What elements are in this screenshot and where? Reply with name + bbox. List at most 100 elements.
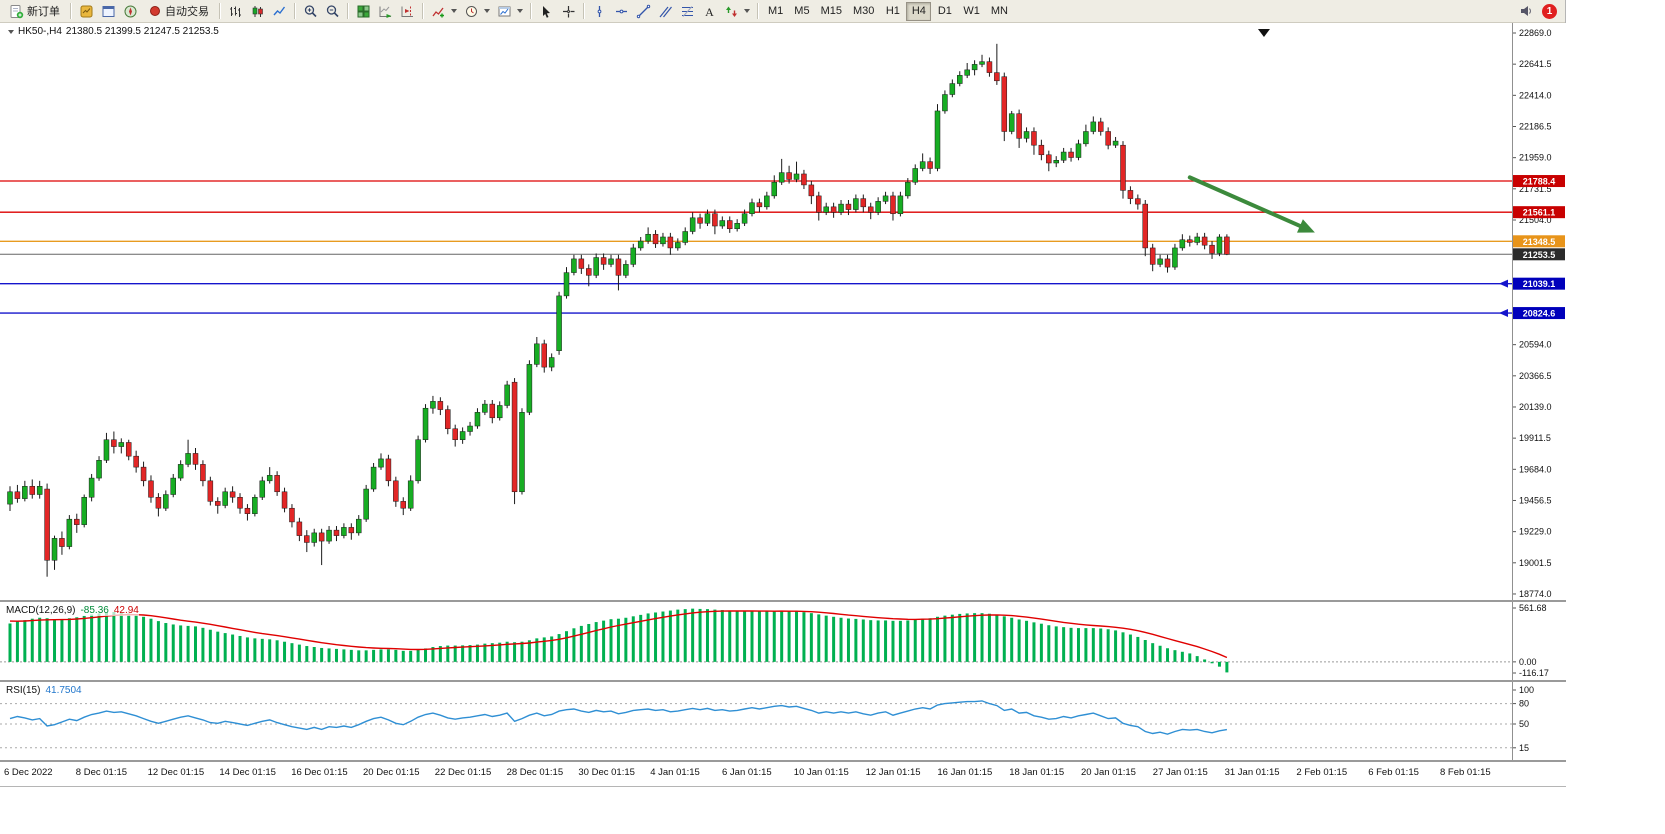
timeframe-mn-button[interactable]: MN xyxy=(986,2,1013,21)
svg-text:22641.5: 22641.5 xyxy=(1519,59,1552,69)
svg-text:20594.0: 20594.0 xyxy=(1519,340,1552,350)
timeframe-w1-button[interactable]: W1 xyxy=(958,2,985,21)
horizontal-line-icon xyxy=(616,9,627,13)
crosshair-button[interactable] xyxy=(558,1,579,21)
timeframe-h4-button[interactable]: H4 xyxy=(906,1,932,21)
speaker-icon[interactable] xyxy=(1519,3,1535,19)
svg-text:21253.5: 21253.5 xyxy=(1523,250,1556,260)
time-axis-label: 2 Feb 01:15 xyxy=(1296,767,1348,778)
chart-ohlc-values: 21380.5 21399.5 21247.5 21253.5 xyxy=(65,26,219,37)
panel-splitter[interactable] xyxy=(0,600,1566,602)
time-axis-label: 30 Dec 01:15 xyxy=(578,767,635,778)
dropdown-caret xyxy=(484,9,490,13)
svg-text:50: 50 xyxy=(1519,719,1529,729)
tile-windows-icon xyxy=(357,5,370,17)
price-scale-column[interactable]: 22869.0 22641.5 22414.0 22186.5 21959.0 21731… xyxy=(1512,23,1566,786)
zoom-in-button[interactable] xyxy=(300,1,321,21)
chart-symbol-timeframe: HK50-,H4 xyxy=(18,26,62,37)
panel-splitter[interactable] xyxy=(0,760,1566,762)
zoom-out-button[interactable] xyxy=(322,1,343,21)
new-order-button[interactable]: 新订单 xyxy=(3,1,66,21)
svg-text:561.68: 561.68 xyxy=(1519,603,1547,613)
time-axis[interactable]: 6 Dec 2022 8 Dec 01:15 12 Dec 01:15 14 Dec … xyxy=(0,762,1565,786)
time-axis-label: 12 Jan 01:15 xyxy=(865,767,921,778)
template-button[interactable] xyxy=(494,1,526,21)
time-axis-label: 8 Feb 01:15 xyxy=(1440,767,1491,778)
timeframe-m1-button[interactable]: M1 xyxy=(763,2,788,21)
text-icon: A xyxy=(705,5,714,19)
macd-panel[interactable]: MACD(12,26,9) -85.36 42.94 xyxy=(0,602,1512,680)
trendline-tool-button[interactable] xyxy=(633,1,654,21)
data-window-button[interactable] xyxy=(98,1,119,21)
price-chart-panel[interactable]: HK50-,H4 21380.5 21399.5 21247.5 21253.5 xyxy=(0,23,1512,600)
market-watch-button[interactable] xyxy=(76,1,97,21)
symbol-dropdown-caret[interactable] xyxy=(8,29,14,34)
rsi-scale[interactable]: 100 80 50 15 xyxy=(1513,682,1566,760)
line-chart-icon xyxy=(273,6,286,15)
candlestick-plot[interactable] xyxy=(0,23,1512,600)
tile-windows-button[interactable] xyxy=(353,1,374,21)
auto-scroll-button[interactable] xyxy=(375,1,396,21)
time-axis-label: 6 Jan 01:15 xyxy=(722,767,772,778)
template-icon xyxy=(498,6,511,16)
navigator-icon xyxy=(124,5,137,17)
toolbar-separator xyxy=(347,3,349,19)
periods-button[interactable] xyxy=(461,1,493,21)
svg-text:15: 15 xyxy=(1519,743,1529,753)
macd-plot[interactable] xyxy=(0,602,1512,680)
time-axis-label: 18 Jan 01:15 xyxy=(1009,767,1065,778)
macd-signal-value: 42.94 xyxy=(113,605,139,616)
bar-chart-button[interactable] xyxy=(225,1,246,21)
time-axis-label: 20 Jan 01:15 xyxy=(1081,767,1136,778)
svg-text:-116.17: -116.17 xyxy=(1519,668,1549,678)
rsi-plot[interactable] xyxy=(0,682,1512,760)
dropdown-caret xyxy=(744,9,750,13)
macd-scale[interactable]: 561.68 0.00-116.17 xyxy=(1513,602,1566,680)
time-axis-label: 16 Dec 01:15 xyxy=(291,767,348,778)
text-tool-button[interactable]: A xyxy=(699,1,720,21)
zoom-out-icon xyxy=(326,4,339,17)
notification-badge[interactable]: 1 xyxy=(1542,3,1557,19)
svg-text:80: 80 xyxy=(1519,699,1529,709)
time-axis-label: 31 Jan 01:15 xyxy=(1224,767,1280,778)
panel-splitter[interactable] xyxy=(0,680,1566,682)
timeframe-d1-button[interactable]: D1 xyxy=(932,2,957,21)
new-order-label: 新订单 xyxy=(27,6,60,18)
candlestick-chart-button[interactable] xyxy=(247,1,268,21)
time-axis-label: 16 Jan 01:15 xyxy=(937,767,993,778)
toolbar-right-group: 1 xyxy=(1519,3,1562,19)
time-axis-label: 8 Dec 01:15 xyxy=(75,767,128,778)
timeframe-m5-button[interactable]: M5 xyxy=(789,2,814,21)
chart-shift-icon xyxy=(401,6,413,17)
timeframe-h1-button[interactable]: H1 xyxy=(880,2,905,21)
horizontal-line-tool-button[interactable] xyxy=(611,1,632,21)
trendline-icon xyxy=(636,4,651,18)
cursor-button[interactable] xyxy=(536,1,557,21)
auto-trading-button[interactable]: 自动交易 xyxy=(142,1,215,21)
chart-shift-button[interactable] xyxy=(397,1,418,21)
arrows-tool-button[interactable] xyxy=(721,1,753,21)
svg-text:22869.0: 22869.0 xyxy=(1519,28,1552,38)
channel-tool-button[interactable] xyxy=(655,1,676,21)
indicators-button[interactable] xyxy=(428,1,460,21)
svg-text:19229.0: 19229.0 xyxy=(1519,527,1552,537)
rsi-panel[interactable]: RSI(15) 41.7504 xyxy=(0,682,1512,760)
timeframe-m30-button[interactable]: M30 xyxy=(848,2,879,21)
svg-text:19911.5: 19911.5 xyxy=(1519,433,1551,443)
macd-label: MACD(12,26,9) -85.36 42.94 xyxy=(6,605,139,616)
line-chart-button[interactable] xyxy=(269,1,290,21)
svg-text:21731.5: 21731.5 xyxy=(1519,184,1552,194)
indicators-icon xyxy=(432,7,444,17)
price-scale[interactable]: 22869.0 22641.5 22414.0 22186.5 21959.0 21731… xyxy=(1513,23,1566,600)
rsi-label: RSI(15) 41.7504 xyxy=(6,685,82,696)
time-axis-label: 10 Jan 01:15 xyxy=(793,767,849,778)
time-axis-label: 4 Jan 01:15 xyxy=(650,767,700,778)
terminal-window: 新订单 自动交易 xyxy=(0,0,1566,787)
time-axis-label: 28 Dec 01:15 xyxy=(506,767,564,778)
zoom-in-icon xyxy=(304,4,317,17)
navigator-button[interactable] xyxy=(120,1,141,21)
fibonacci-tool-button[interactable] xyxy=(677,1,698,21)
timeframe-m15-button[interactable]: M15 xyxy=(816,2,847,21)
vertical-line-tool-button[interactable] xyxy=(589,1,610,21)
channel-icon xyxy=(659,6,672,17)
